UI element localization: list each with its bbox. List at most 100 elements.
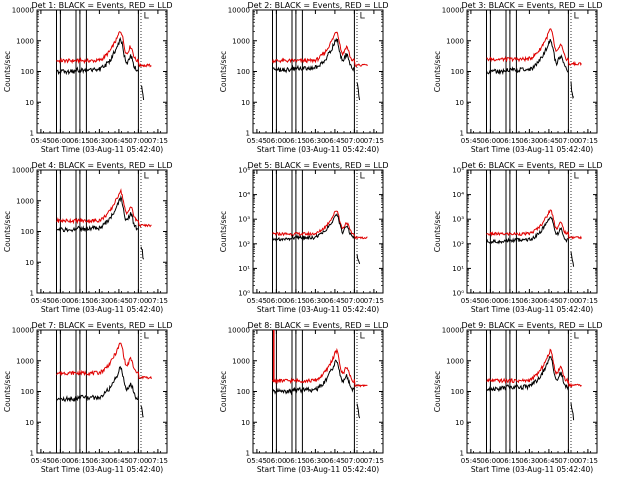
x-tick-label: 06:00 bbox=[50, 457, 70, 465]
y-tick-label: 1000 bbox=[16, 197, 34, 205]
y-tick-label: 10⁵ bbox=[452, 167, 464, 175]
x-tick-label: 07:15 bbox=[578, 137, 598, 145]
y-tick-label: 1000 bbox=[16, 357, 34, 365]
detector-panel-4: 05:45 06:00 06:15 06:30 06:45 07:00 07:15 1 10 10… bbox=[3, 161, 172, 314]
events-tail-line bbox=[140, 246, 145, 260]
corner-bracket bbox=[144, 172, 149, 179]
y-tick-label: 10000 bbox=[442, 327, 464, 335]
x-axis-title: Start Time (03-Aug-11 05:42:40) bbox=[257, 305, 379, 314]
detector-panel-8: 05:45 06:00 06:15 06:30 06:45 07:00 07:15 1 10 10… bbox=[219, 321, 388, 474]
x-tick-label: 06:30 bbox=[519, 457, 539, 465]
y-tick-label: 10⁴ bbox=[238, 191, 250, 199]
y-tick-label: 10² bbox=[238, 240, 250, 248]
x-tick-label: 06:45 bbox=[325, 137, 345, 145]
events-series-line bbox=[272, 213, 355, 242]
x-tick-label: 06:15 bbox=[286, 457, 306, 465]
detector-panel-1: 05:45 06:00 06:15 06:30 06:45 07:00 07:15 1 10 10… bbox=[3, 1, 172, 154]
x-tick-label: 06:15 bbox=[286, 297, 306, 305]
y-tick-label: 10 bbox=[455, 99, 464, 107]
x-tick-label: 06:15 bbox=[500, 137, 520, 145]
y-tick-label: 10 bbox=[25, 419, 34, 427]
panel-title: Det 8: BLACK = Events, RED = LLD bbox=[248, 321, 389, 330]
events-series-line bbox=[56, 365, 139, 403]
events-tail-line bbox=[356, 403, 361, 419]
detector-panel-9: 05:45 06:00 06:15 06:30 06:45 07:00 07:15 1 10 10… bbox=[433, 321, 602, 474]
x-tick-label: 07:00 bbox=[558, 297, 578, 305]
y-tick-label: 10⁰ bbox=[238, 290, 250, 298]
y-tick-label: 100 bbox=[237, 68, 250, 76]
corner-bracket bbox=[360, 172, 365, 179]
corner-bracket bbox=[144, 332, 149, 339]
events-series-line bbox=[272, 37, 355, 74]
x-tick-label: 06:15 bbox=[70, 137, 90, 145]
events-tail-line bbox=[570, 81, 575, 100]
x-tick-label: 06:15 bbox=[500, 457, 520, 465]
x-axis-title: Start Time (03-Aug-11 05:42:40) bbox=[471, 145, 593, 154]
y-tick-label: 1 bbox=[246, 450, 250, 458]
x-tick-label: 06:30 bbox=[305, 457, 325, 465]
y-tick-label: 10⁴ bbox=[452, 191, 464, 199]
detector-panel-6: 05:45 06:00 06:15 06:30 06:45 07:00 07:15 10⁰ 10… bbox=[433, 161, 602, 314]
x-axis-title: Start Time (03-Aug-11 05:42:40) bbox=[471, 465, 593, 474]
y-tick-label: 10000 bbox=[442, 7, 464, 15]
corner-bracket bbox=[144, 12, 149, 19]
detector-panel-2: 05:45 06:00 06:15 06:30 06:45 07:00 07:15 1 10 10… bbox=[219, 1, 388, 154]
x-tick-label: 06:45 bbox=[109, 297, 129, 305]
events-tail-line bbox=[570, 403, 575, 421]
detector-panel-7: 05:45 06:00 06:15 06:30 06:45 07:00 07:15 1 10 10… bbox=[3, 321, 172, 474]
events-tail-line bbox=[140, 405, 144, 418]
lld-series-line bbox=[272, 31, 368, 68]
lld-series-line bbox=[272, 347, 368, 388]
x-axis-title: Start Time (03-Aug-11 05:42:40) bbox=[257, 145, 379, 154]
x-tick-label: 06:15 bbox=[500, 297, 520, 305]
y-tick-label: 10 bbox=[25, 259, 34, 267]
y-tick-label: 100 bbox=[21, 388, 34, 396]
corner-bracket bbox=[574, 172, 579, 179]
y-tick-label: 1000 bbox=[446, 37, 464, 45]
x-tick-label: 06:00 bbox=[480, 297, 500, 305]
x-tick-label: 06:45 bbox=[539, 297, 559, 305]
events-series-line bbox=[56, 194, 139, 233]
x-tick-label: 06:30 bbox=[305, 297, 325, 305]
y-axis-title: Counts/sec bbox=[219, 211, 228, 252]
lld-series-line bbox=[56, 342, 152, 380]
x-axis-title: Start Time (03-Aug-11 05:42:40) bbox=[41, 465, 163, 474]
y-tick-label: 10000 bbox=[12, 327, 34, 335]
x-tick-label: 07:00 bbox=[344, 297, 364, 305]
x-tick-label: 05:45 bbox=[247, 457, 267, 465]
x-axis-title: Start Time (03-Aug-11 05:42:40) bbox=[471, 305, 593, 314]
x-tick-label: 07:00 bbox=[344, 457, 364, 465]
y-tick-label: 1 bbox=[460, 450, 464, 458]
x-tick-label: 07:15 bbox=[578, 457, 598, 465]
x-tick-label: 06:00 bbox=[266, 457, 286, 465]
x-tick-label: 07:00 bbox=[558, 457, 578, 465]
x-tick-label: 06:15 bbox=[286, 137, 306, 145]
y-tick-label: 100 bbox=[21, 68, 34, 76]
x-tick-label: 06:30 bbox=[519, 137, 539, 145]
corner-bracket bbox=[574, 332, 579, 339]
events-series-line bbox=[486, 355, 569, 393]
panel-title: Det 7: BLACK = Events, RED = LLD bbox=[32, 321, 173, 330]
x-tick-label: 07:15 bbox=[364, 137, 384, 145]
events-series-line bbox=[272, 359, 355, 396]
x-tick-label: 06:00 bbox=[480, 137, 500, 145]
events-series-line bbox=[56, 36, 139, 76]
x-axis-title: Start Time (03-Aug-11 05:42:40) bbox=[41, 145, 163, 154]
y-axis-title: Counts/sec bbox=[3, 211, 12, 252]
x-tick-label: 07:00 bbox=[128, 297, 148, 305]
x-tick-label: 06:45 bbox=[539, 137, 559, 145]
y-axis-title: Counts/sec bbox=[219, 371, 228, 412]
y-tick-label: 10000 bbox=[12, 7, 34, 15]
x-tick-label: 06:00 bbox=[266, 297, 286, 305]
panel-title: Det 6: BLACK = Events, RED = LLD bbox=[462, 161, 603, 170]
x-tick-label: 06:15 bbox=[70, 457, 90, 465]
x-tick-label: 05:45 bbox=[461, 297, 481, 305]
x-tick-label: 06:00 bbox=[50, 137, 70, 145]
y-tick-label: 1 bbox=[30, 130, 34, 138]
x-tick-label: 07:15 bbox=[148, 457, 168, 465]
x-tick-label: 07:00 bbox=[128, 137, 148, 145]
y-axis-title: Counts/sec bbox=[433, 371, 442, 412]
y-tick-label: 10000 bbox=[228, 7, 250, 15]
y-axis-title: Counts/sec bbox=[433, 51, 442, 92]
